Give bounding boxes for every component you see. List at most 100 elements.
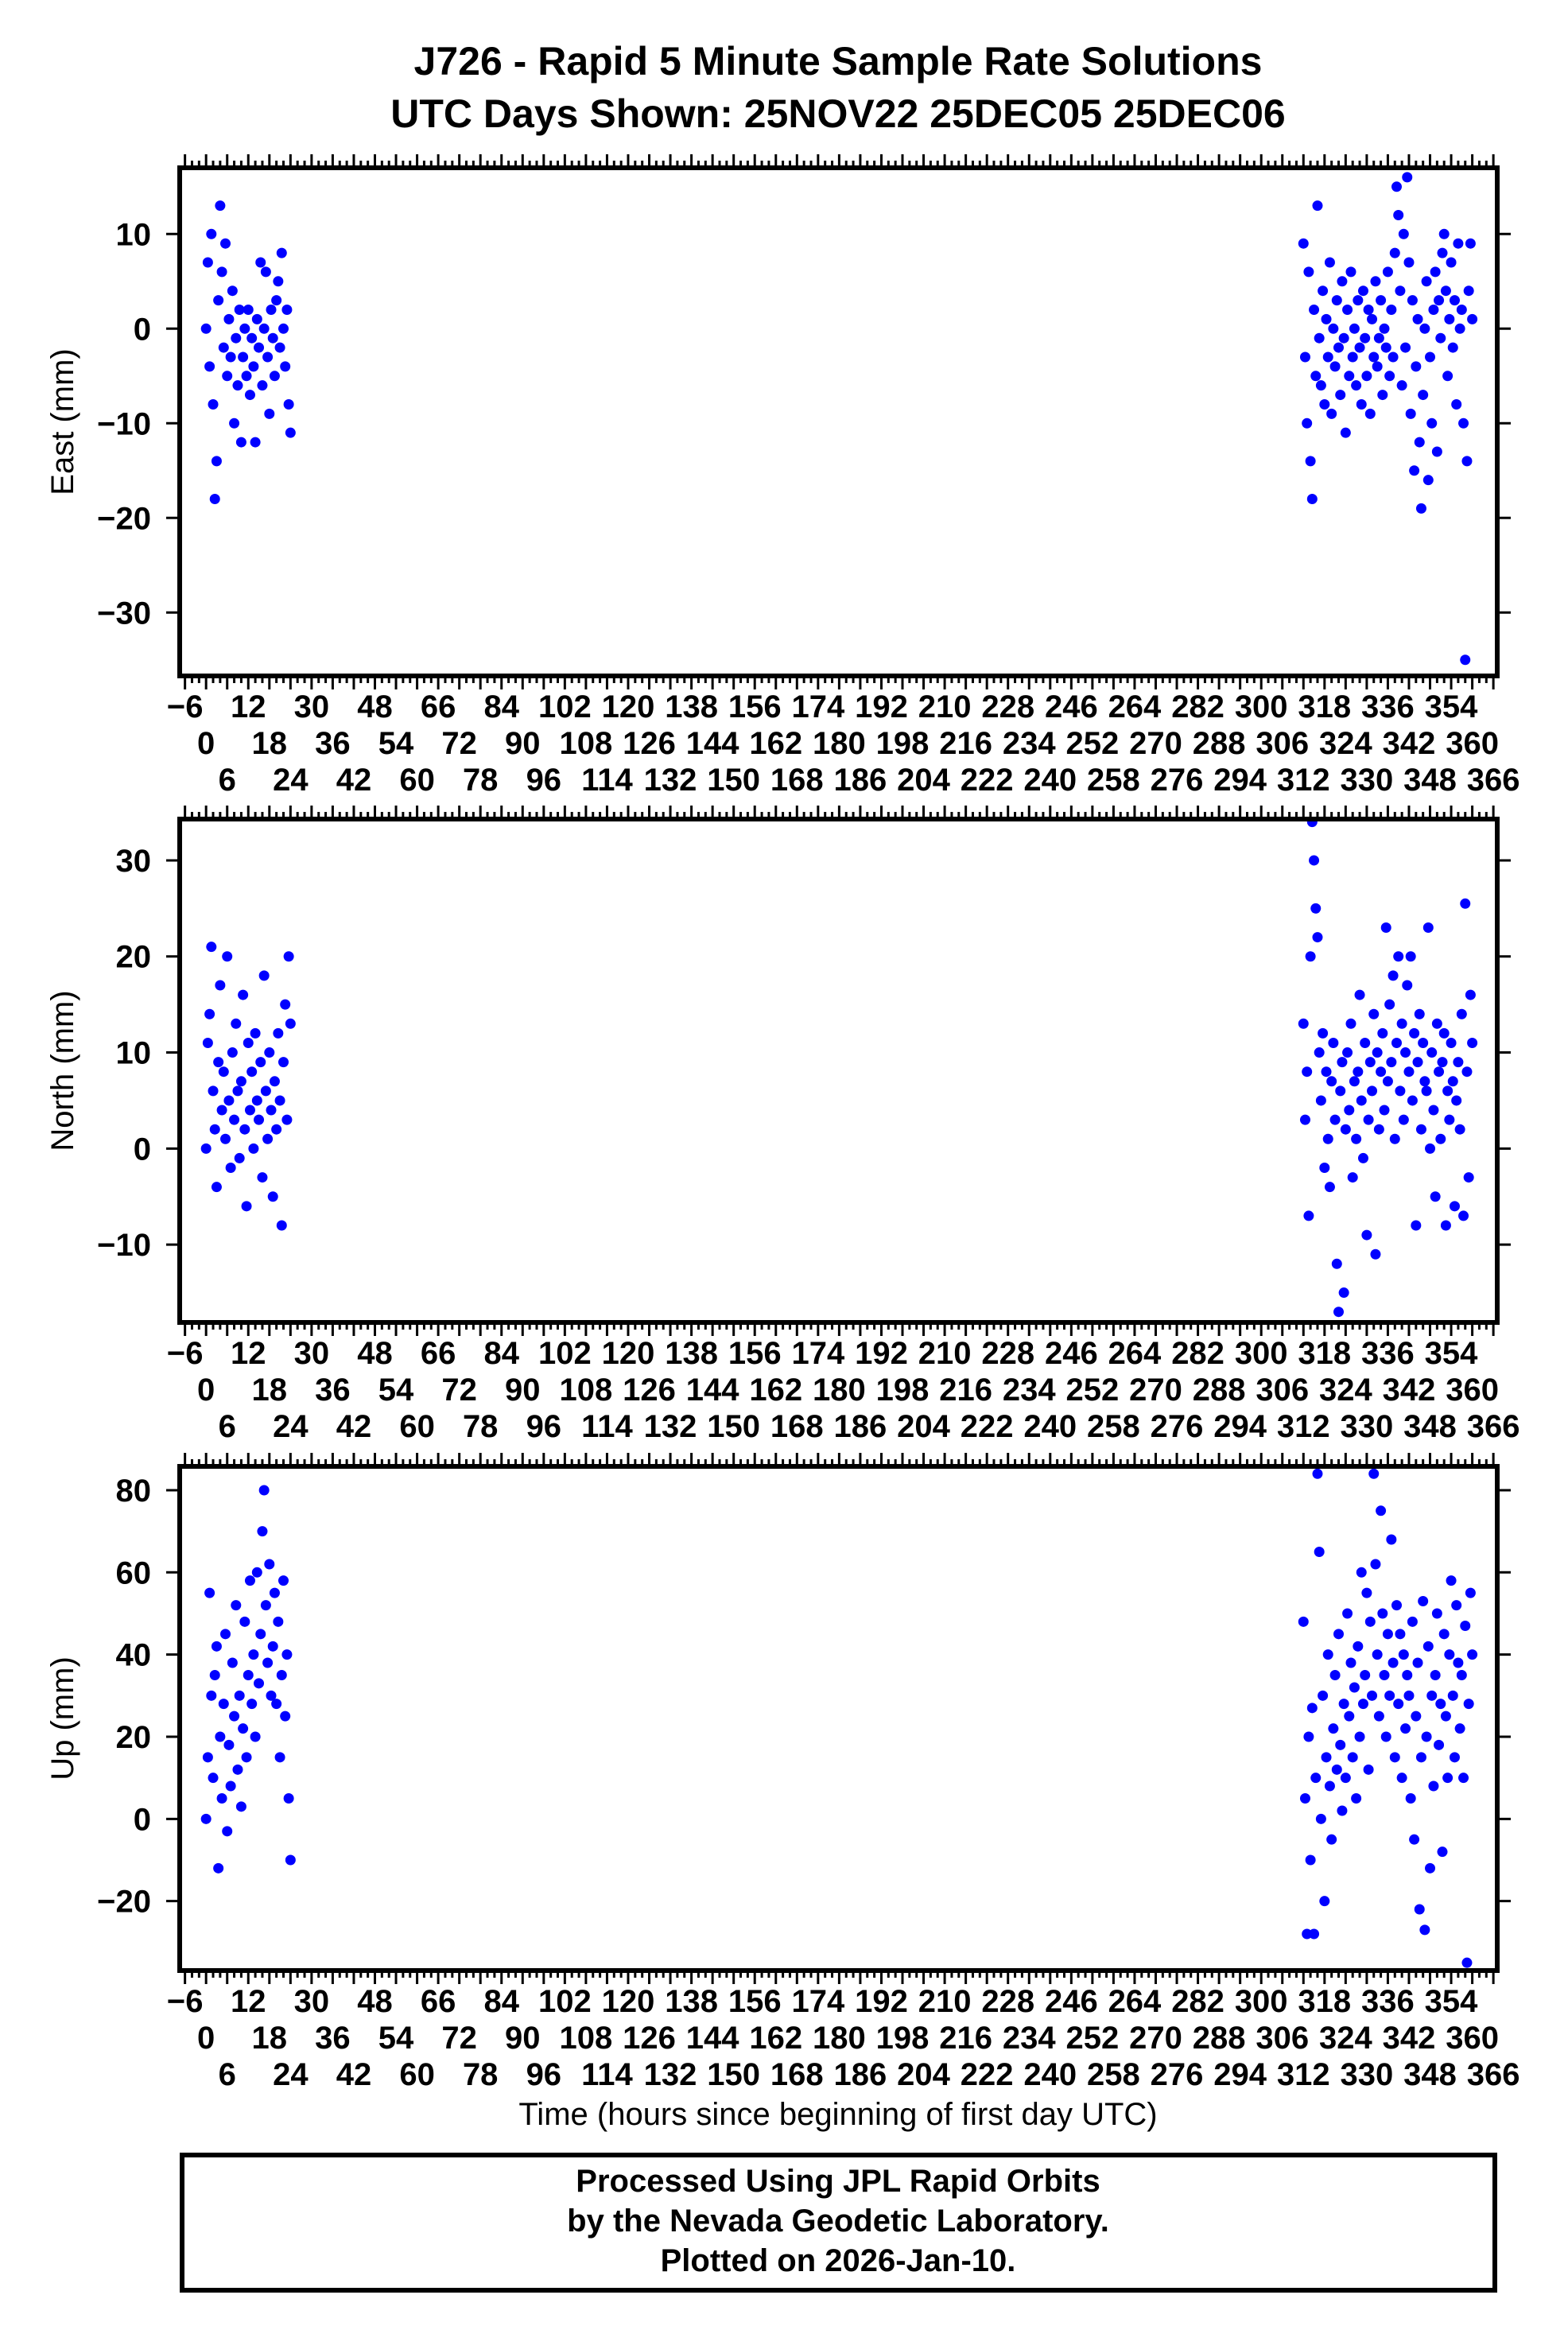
data-point (1415, 1752, 1426, 1763)
x-tick-label: 366 (1467, 2057, 1520, 2092)
data-point (1312, 200, 1323, 212)
data-point (239, 1616, 250, 1627)
data-point (215, 980, 226, 991)
data-point (1415, 503, 1426, 514)
data-point (1315, 1095, 1326, 1106)
data-point (251, 1567, 262, 1578)
data-point (1364, 1057, 1376, 1068)
data-point (254, 1114, 265, 1125)
data-point (220, 1133, 231, 1144)
data-point (1446, 1575, 1457, 1586)
data-point (1454, 1124, 1465, 1135)
data-point (222, 1826, 233, 1837)
data-point (276, 1220, 287, 1231)
data-point (231, 1600, 242, 1611)
y-tick-label: 20 (116, 1720, 152, 1755)
data-point (271, 1699, 282, 1710)
x-tick-label: 360 (1446, 1373, 1499, 1408)
y-axis-label: Up (mm) (45, 1656, 80, 1780)
y-tick-label: −30 (97, 596, 151, 631)
data-point (276, 1669, 287, 1680)
data-point (1393, 1699, 1404, 1710)
x-tick-label: 96 (526, 1409, 562, 1444)
x-tick-label: 174 (791, 689, 844, 724)
footer-line2: by the Nevada Geodetic Laboratory. (567, 2204, 1109, 2239)
data-point (1393, 951, 1404, 962)
data-point (1370, 1248, 1381, 1260)
data-point (235, 437, 246, 448)
data-point (229, 1114, 240, 1125)
data-point (1322, 1133, 1333, 1144)
data-point (1326, 1834, 1337, 1845)
data-point (1396, 1018, 1407, 1029)
x-tick-label: 330 (1341, 2057, 1394, 2092)
data-point (238, 351, 249, 363)
data-point (1409, 1027, 1420, 1039)
data-point (285, 1854, 296, 1866)
x-tick-label: 270 (1129, 726, 1182, 761)
x-tick-label: 288 (1193, 726, 1246, 761)
data-point (281, 1114, 293, 1125)
data-point (1318, 1690, 1329, 1701)
x-tick-label: 318 (1298, 689, 1351, 724)
data-point (1451, 1095, 1462, 1106)
x-tick-label: 24 (273, 763, 309, 798)
x-tick-label: 126 (623, 1373, 676, 1408)
data-point (220, 238, 231, 249)
data-point (1360, 1669, 1371, 1680)
data-point (251, 1095, 262, 1106)
data-point (1447, 1076, 1458, 1087)
data-point (1319, 398, 1330, 410)
data-point (1354, 1731, 1365, 1742)
y-tick-label: −10 (97, 1228, 151, 1263)
x-tick-label: 96 (526, 763, 562, 798)
data-point (271, 1124, 282, 1135)
data-point (1347, 1752, 1358, 1763)
x-tick-label: 156 (728, 689, 782, 724)
plot-frame (177, 817, 1500, 1325)
data-point (1360, 332, 1371, 344)
data-point (1372, 361, 1383, 372)
data-point (229, 417, 240, 429)
x-tick-label: 192 (855, 1984, 908, 2019)
data-point (1347, 351, 1358, 363)
data-point (251, 313, 262, 324)
y-tick-label: 60 (116, 1555, 152, 1590)
x-tick-label: 192 (855, 1336, 908, 1371)
data-point (1322, 1649, 1333, 1660)
data-point (1426, 1047, 1438, 1058)
data-points (200, 172, 1478, 666)
data-point (273, 1027, 284, 1039)
data-point (1331, 1764, 1342, 1775)
data-point (285, 427, 296, 438)
y-tick-label: −10 (97, 406, 151, 441)
data-point (239, 1124, 250, 1135)
data-point (248, 361, 259, 372)
data-point (1367, 1690, 1378, 1701)
x-tick-label: 204 (897, 1409, 950, 1444)
data-point (1386, 304, 1397, 315)
footer-line1: Processed Using JPL Rapid Orbits (576, 2164, 1100, 2199)
data-point (1370, 1559, 1381, 1570)
data-point (1349, 1682, 1360, 1693)
data-point (209, 1669, 220, 1680)
x-tick-label: 264 (1108, 689, 1162, 724)
data-point (255, 1629, 266, 1640)
data-point (1349, 1076, 1360, 1087)
data-point (1379, 1105, 1390, 1116)
chart-title-line1: J726 - Rapid 5 Minute Sample Rate Soluti… (414, 39, 1263, 83)
x-tick-label: 258 (1087, 2057, 1140, 2092)
data-point (273, 276, 284, 287)
x-tick-label: 12 (231, 1984, 266, 2019)
data-point (1318, 285, 1329, 297)
data-point (1324, 257, 1335, 268)
data-point (1409, 1834, 1420, 1845)
data-point (1431, 446, 1442, 457)
x-tick-label: 300 (1235, 689, 1288, 724)
data-point (1335, 390, 1346, 401)
data-point (269, 1076, 280, 1087)
x-tick-label: 348 (1403, 1409, 1457, 1444)
data-point (1411, 361, 1422, 372)
data-point (1329, 361, 1341, 372)
data-point (1460, 898, 1471, 909)
